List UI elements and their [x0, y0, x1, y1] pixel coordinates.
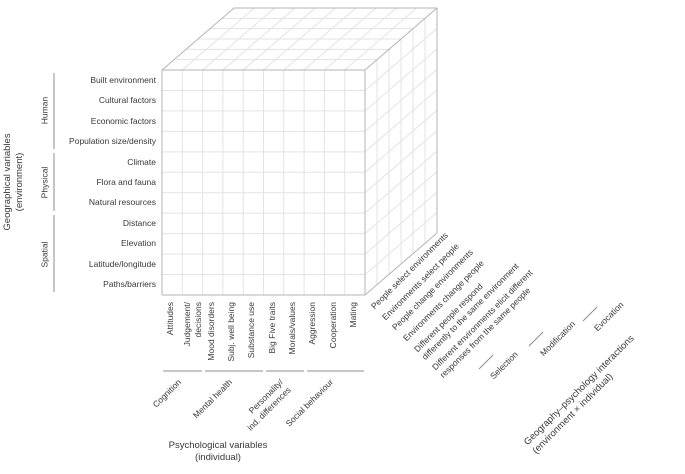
y-group-label-spatial: Spatial — [39, 241, 50, 268]
y-item-climate: Climate — [127, 157, 156, 167]
x-axis-title: Psychological variables (individual) — [168, 440, 268, 463]
x-item-cooperation: Cooperation — [328, 302, 338, 349]
x-item-judgement-decisions: Judgement/ decisions — [182, 302, 203, 347]
x-item-mating: Mating — [348, 302, 358, 328]
y-item-cultural-factors: Cultural factors — [98, 95, 156, 105]
y-item-built-environment: Built environment — [90, 75, 156, 85]
x-item-subj-well-being: Subj. well being — [226, 302, 236, 362]
z-group-bracket-evocation — [582, 306, 598, 322]
x-item-morals-values: Morals/values — [287, 302, 297, 355]
y-item-latitude-longitude: Latitude/longitude — [88, 259, 156, 269]
x-item-aggression: Aggression — [307, 302, 317, 345]
x-item-substance-use: Substance use — [246, 302, 256, 359]
y-item-natural-resources: Natural resources — [88, 197, 156, 207]
y-item-population-density: Population size/density — [69, 136, 156, 146]
y-item-economic-factors: Economic factors — [90, 116, 156, 126]
x-item-mood-disorders: Mood disorders — [206, 302, 216, 361]
z-group-bracket-selection — [478, 354, 494, 370]
y-item-distance: Distance — [122, 218, 156, 228]
y-item-elevation: Elevation — [121, 238, 156, 248]
y-item-paths-barriers: Paths/barriers — [103, 279, 156, 289]
z-group-bracket-modification — [528, 331, 544, 347]
x-item-attitudes: Attitudes — [165, 302, 175, 336]
y-group-label-human: Human — [39, 96, 50, 125]
x-item-big-five-traits: Big Five traits — [267, 302, 277, 354]
y-item-flora-and-fauna: Flora and fauna — [96, 177, 156, 187]
